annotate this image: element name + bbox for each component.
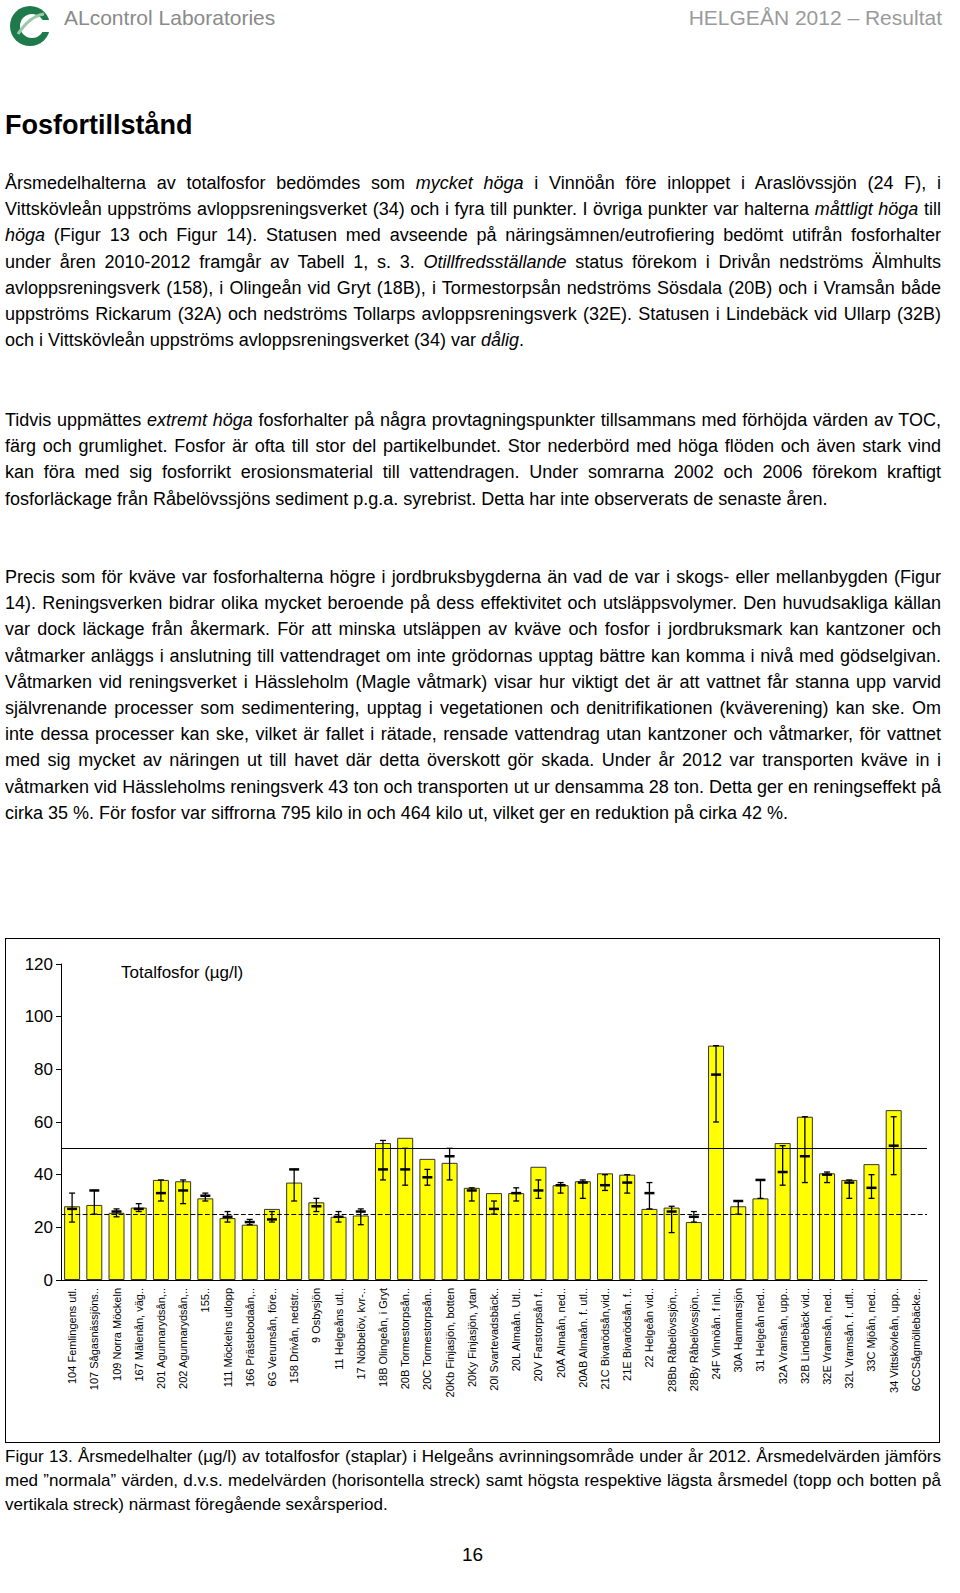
svg-text:Totalfosfor (µg/l): Totalfosfor (µg/l) — [121, 963, 243, 982]
svg-text:40: 40 — [34, 1165, 53, 1184]
svg-text:167 Mälenån, väg..: 167 Mälenån, väg.. — [133, 1288, 145, 1382]
svg-text:111 Möckelns utlopp: 111 Möckelns utlopp — [222, 1288, 234, 1387]
html-text:ALcontrol Laboratories: ALcontrol Laboratories — [64, 6, 276, 29]
svg-text:32B Lindebäck vid..: 32B Lindebäck vid.. — [799, 1288, 811, 1384]
svg-text:32E Vramsån, ned..: 32E Vramsån, ned.. — [821, 1288, 833, 1385]
svg-text:18B Olingeån, i Gryt: 18B Olingeån, i Gryt — [377, 1288, 389, 1387]
svg-text:100: 100 — [25, 1007, 53, 1026]
svg-text:9 Osbysjön: 9 Osbysjön — [310, 1288, 322, 1343]
svg-text:6CCSågmöllebäcke..: 6CCSågmöllebäcke.. — [910, 1288, 922, 1391]
svg-text:20Kb Finjasjön, botten: 20Kb Finjasjön, botten — [444, 1288, 456, 1397]
svg-text:6G Verumsån, före..: 6G Verumsån, före.. — [266, 1288, 278, 1386]
svg-text:28Bb Råbelövssjön,..: 28Bb Råbelövssjön,.. — [666, 1288, 678, 1392]
svg-text:17 Nöbbelöv, kvr-..: 17 Nöbbelöv, kvr-.. — [355, 1288, 367, 1380]
svg-text:20B Tormestorpsån..: 20B Tormestorpsån.. — [399, 1288, 411, 1389]
html-text:16: 16 — [461, 1544, 484, 1565]
svg-text:20Ä Almaån, ned..: 20Ä Almaån, ned.. — [555, 1288, 567, 1378]
html-text:Precis som för kväve var fosfo: Precis som för kväve var fosforhalterna … — [5, 567, 941, 823]
svg-text:20: 20 — [34, 1218, 53, 1237]
svg-text:158 Drivån, nedstr..: 158 Drivån, nedstr.. — [288, 1288, 300, 1383]
svg-text:20I Svartevadsbäck..: 20I Svartevadsbäck.. — [488, 1288, 500, 1391]
svg-text:120: 120 — [25, 955, 53, 974]
html-text:Fosfortillstånd: Fosfortillstånd — [5, 110, 193, 140]
svg-text:202 Agunnarydsån,..: 202 Agunnarydsån,.. — [177, 1288, 189, 1389]
svg-text:24F Vinnöån. f inl..: 24F Vinnöån. f inl.. — [710, 1288, 722, 1380]
svg-text:20C Tormestorpsån..: 20C Tormestorpsån.. — [421, 1288, 433, 1390]
svg-text:107 Sågasnässjöns..: 107 Sågasnässjöns.. — [88, 1288, 100, 1390]
svg-text:32L Vramsån. f. utfl..: 32L Vramsån. f. utfl.. — [843, 1288, 855, 1389]
svg-text:20L Almaån. Utl..: 20L Almaån. Utl.. — [510, 1288, 522, 1371]
svg-text:22 Helgeån vid..: 22 Helgeån vid.. — [643, 1288, 655, 1368]
html-text:HELGEÅN 2012 – Resultat: HELGEÅN 2012 – Resultat — [688, 6, 942, 29]
svg-text:201 Agunnarydsån,..: 201 Agunnarydsån,.. — [155, 1288, 167, 1389]
html-text:Figur 13. Årsmedelhalter (µg/l: Figur 13. Årsmedelhalter (µg/l) av total… — [5, 1447, 941, 1514]
svg-text:155..: 155.. — [199, 1288, 211, 1312]
svg-text:80: 80 — [34, 1060, 53, 1079]
html-text:Årsmedelhalterna av totalfosfo: Årsmedelhalterna av totalfosfor bedömdes… — [5, 173, 941, 220]
svg-text:20V Farstorpsån f..: 20V Farstorpsån f.. — [532, 1288, 544, 1382]
svg-text:34 Vittskövleån, upp..: 34 Vittskövleån, upp.. — [888, 1288, 900, 1393]
svg-text:20AB Almaån. f. utl..: 20AB Almaån. f. utl.. — [577, 1288, 589, 1388]
svg-text:31 Helgeån ned..: 31 Helgeån ned.. — [754, 1288, 766, 1372]
svg-text:11 Helgeåns utl..: 11 Helgeåns utl.. — [333, 1288, 345, 1370]
svg-text:21C Bivarödsån,vid..: 21C Bivarödsån,vid.. — [599, 1288, 611, 1390]
svg-text:21E Bivarödsån. f..: 21E Bivarödsån. f.. — [621, 1288, 633, 1381]
html-text:Tidvis uppmättes extremt höga: Tidvis uppmättes extremt höga fosforhalt… — [5, 410, 941, 509]
svg-text:104 Femlingens utl.: 104 Femlingens utl. — [66, 1288, 78, 1384]
svg-text:109 Norra Möckeln: 109 Norra Möckeln — [111, 1288, 123, 1381]
svg-text:32A Vramsån, upp..: 32A Vramsån, upp.. — [777, 1288, 789, 1384]
svg-text:33C Mjöån, ned..: 33C Mjöån, ned.. — [865, 1288, 877, 1372]
svg-text:166 Prästebodaån,..: 166 Prästebodaån,.. — [244, 1288, 256, 1387]
html-text:höga (Figur 13 och Figur 14).: höga (Figur 13 och Figur 14). Statusen m… — [5, 225, 941, 351]
svg-text:60: 60 — [34, 1113, 53, 1132]
svg-text:28By Råbelövssjön,..: 28By Råbelövssjön,.. — [688, 1288, 700, 1391]
svg-text:30A Hammarsjön: 30A Hammarsjön — [732, 1288, 744, 1372]
svg-text:0: 0 — [44, 1271, 53, 1290]
svg-text:20Ky Finjasjön, ytan: 20Ky Finjasjön, ytan — [466, 1288, 478, 1387]
